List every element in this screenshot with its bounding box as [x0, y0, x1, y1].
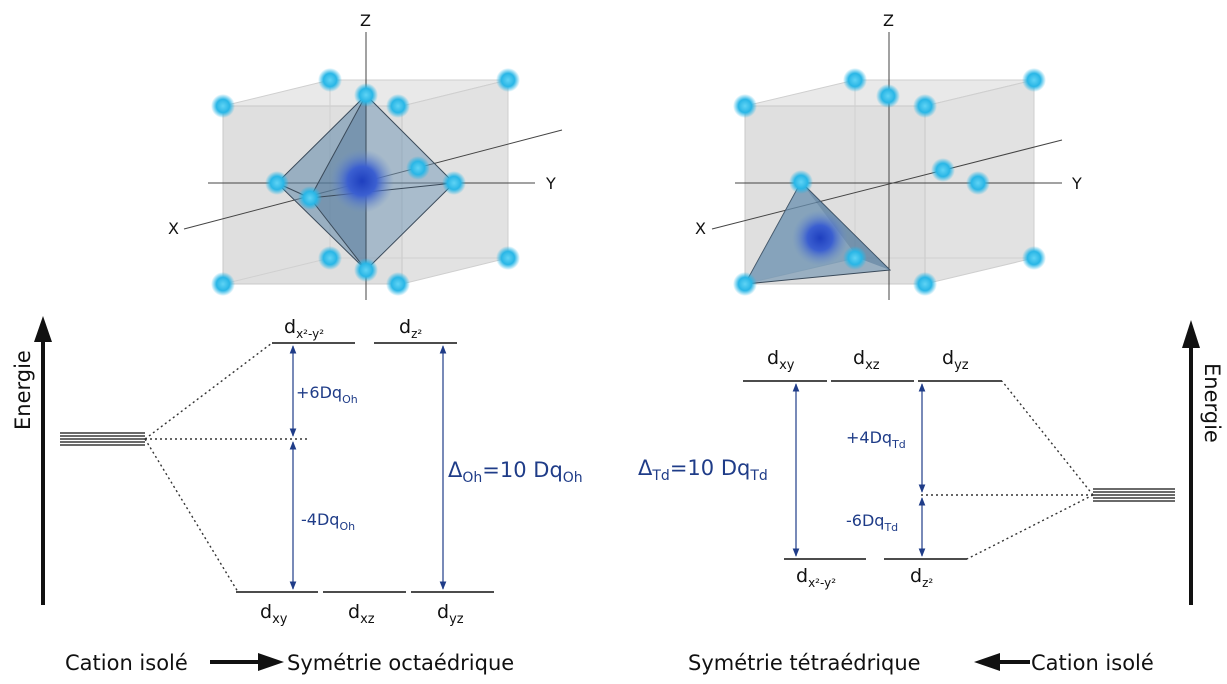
td-delta-label: ΔTd=10 DqTd	[638, 456, 768, 484]
energy-label-right: Energie	[1200, 363, 1224, 443]
td-level-label-dz2: dz²	[910, 565, 933, 590]
td-gap-down-label: -6DqTd	[846, 511, 898, 534]
td-level-label-dxz: dxz	[853, 347, 880, 373]
octahedral-atoms	[211, 68, 520, 296]
oh-caption-arrow	[210, 653, 284, 671]
energy-axis-left	[34, 316, 52, 605]
td-caption-arrow	[974, 653, 1030, 671]
octahedral-cation	[330, 149, 394, 213]
td-connectors	[920, 380, 1094, 560]
td-gap-up-label: +4DqTd	[846, 428, 906, 451]
z-axis-label-right: Z	[883, 11, 894, 30]
octahedral-structure: Z Y X	[168, 11, 563, 300]
x-axis-label-right: X	[695, 219, 706, 238]
y-axis-label: Y	[545, 174, 556, 193]
oh-level-label-dxz: dxz	[348, 601, 375, 627]
oh-level-label-dxy: dxy	[260, 601, 288, 627]
oh-gap-down-label: -4DqOh	[301, 510, 355, 533]
energy-axis-right	[1182, 320, 1200, 605]
x-axis-label: X	[168, 219, 179, 238]
z-axis-label: Z	[360, 11, 371, 30]
tetrahedral-structure: Z Y X	[695, 11, 1082, 300]
y-axis-label-right: Y	[1071, 174, 1082, 193]
oh-level-label-dz2: dz²	[399, 316, 422, 341]
isolated-cation-levels-right	[1093, 488, 1175, 502]
oh-gap-up-label: +6DqOh	[296, 383, 358, 406]
oh-caption-end: Symétrie octaédrique	[287, 651, 514, 675]
tetrahedral-atoms	[733, 68, 1046, 296]
td-caption-end: Cation isolé	[1031, 651, 1154, 675]
td-caption-start: Symétrie tétraédrique	[688, 651, 921, 675]
oh-level-label-dx2y2: dx²-y²	[284, 316, 324, 341]
td-level-label-dyz: dyz	[942, 347, 969, 373]
oh-level-label-dyz: dyz	[437, 601, 464, 627]
tetrahedral-cation	[792, 210, 848, 266]
isolated-cation-levels-left	[60, 432, 145, 446]
energy-label-left: Energie	[11, 350, 35, 430]
td-gap-arrows	[792, 383, 926, 557]
oh-gap-arrows	[289, 345, 447, 590]
td-level-label-dxy: dxy	[767, 347, 795, 373]
oh-caption-start: Cation isolé	[65, 651, 188, 675]
td-level-label-dx2y2: dx²-y²	[796, 565, 836, 590]
oh-delta-label: ΔOh=10 DqOh	[448, 458, 583, 486]
oh-connectors	[144, 342, 307, 593]
